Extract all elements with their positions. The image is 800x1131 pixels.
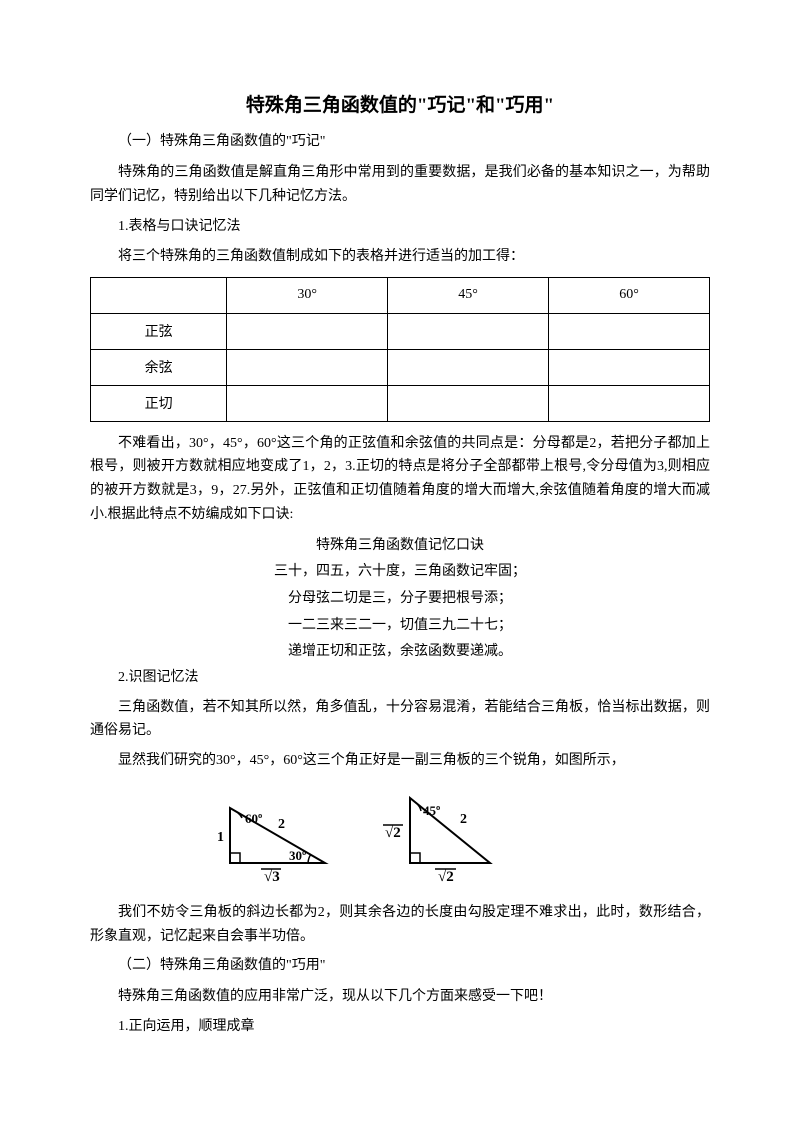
mnemonic-line4: 递增正切和正弦，余弦函数要递减。 [90, 639, 710, 666]
mnemonic-line2: 分母弦二切是三，分子要把根号添； [90, 586, 710, 613]
table-header-row: 30° 45° 60° [91, 277, 710, 313]
side-sqrt3-label: √3 [264, 869, 280, 883]
row-label-tan: 正切 [91, 385, 227, 421]
method2-p1: 三角函数值，若不知其所以然，角多值乱，十分容易混淆，若能结合三角板，恰当标出数据… [90, 696, 710, 744]
cell [227, 385, 388, 421]
triangle-45-45: 45º √2 2 √2 [380, 783, 520, 883]
cell [227, 349, 388, 385]
triangle-30-60: 60º 30º 1 2 √3 [210, 783, 350, 883]
method1-intro: 将三个特殊角的三角函数值制成如下的表格并进行适当的加工得： [90, 245, 710, 269]
cell [388, 385, 549, 421]
angle-45-label: 45º [423, 803, 440, 818]
side-1-label: 1 [217, 830, 224, 845]
mnemonic-line1: 三十，四五，六十度，三角函数记牢固； [90, 559, 710, 586]
section2-heading: （二）特殊角三角函数值的"巧用" [90, 955, 710, 977]
explain-paragraph: 不难看出，30°，45°，60°这三个角的正弦值和余弦值的共同点是：分母都是2，… [90, 432, 710, 527]
mnemonic-line3: 一二三来三二一，切值三九二十七； [90, 613, 710, 640]
row-label-cos: 余弦 [91, 349, 227, 385]
side-2-hyp-label: 2 [460, 812, 467, 827]
table-header-30: 30° [227, 277, 388, 313]
section1-heading: （一）特殊角三角函数值的"巧记" [90, 131, 710, 153]
trig-table: 30° 45° 60° 正弦 余弦 正切 [90, 277, 710, 422]
angle-60-label: 60º [245, 811, 262, 826]
method1-title: 1.表格与口诀记忆法 [90, 215, 710, 239]
angle-30-label: 30º [289, 848, 306, 863]
triangle-diagrams: 60º 30º 1 2 √3 45º √2 2 √2 [90, 783, 710, 883]
table-row: 正弦 [91, 313, 710, 349]
side-sqrt2-left-label: √2 [385, 825, 401, 841]
section2-intro: 特殊角三角函数值的应用非常广泛，现从以下几个方面来感受一下吧！ [90, 985, 710, 1009]
table-row: 正切 [91, 385, 710, 421]
table-row: 余弦 [91, 349, 710, 385]
mnemonic-title: 特殊角三角函数值记忆口诀 [90, 533, 710, 560]
side-2-label: 2 [278, 817, 285, 832]
row-label-sin: 正弦 [91, 313, 227, 349]
cell [549, 385, 710, 421]
cell [227, 313, 388, 349]
table-header-60: 60° [549, 277, 710, 313]
table-header-blank [91, 277, 227, 313]
method2-title: 2.识图记忆法 [90, 666, 710, 690]
method2-p3: 我们不妨令三角板的斜边长都为2，则其余各边的长度由勾股定理不难求出，此时，数形结… [90, 901, 710, 949]
cell [388, 313, 549, 349]
cell [549, 313, 710, 349]
cell [549, 349, 710, 385]
method2-p2: 显然我们研究的30°，45°，60°这三个角正好是一副三角板的三个锐角，如图所示… [90, 749, 710, 773]
table-header-45: 45° [388, 277, 549, 313]
side-sqrt2-bottom-label: √2 [438, 869, 454, 883]
usage1-title: 1.正向运用，顺理成章 [90, 1015, 710, 1039]
page-title: 特殊角三角函数值的"巧记"和"巧用" [90, 90, 710, 117]
intro-paragraph: 特殊角的三角函数值是解直角三角形中常用到的重要数据，是我们必备的基本知识之一，为… [90, 161, 710, 209]
cell [388, 349, 549, 385]
